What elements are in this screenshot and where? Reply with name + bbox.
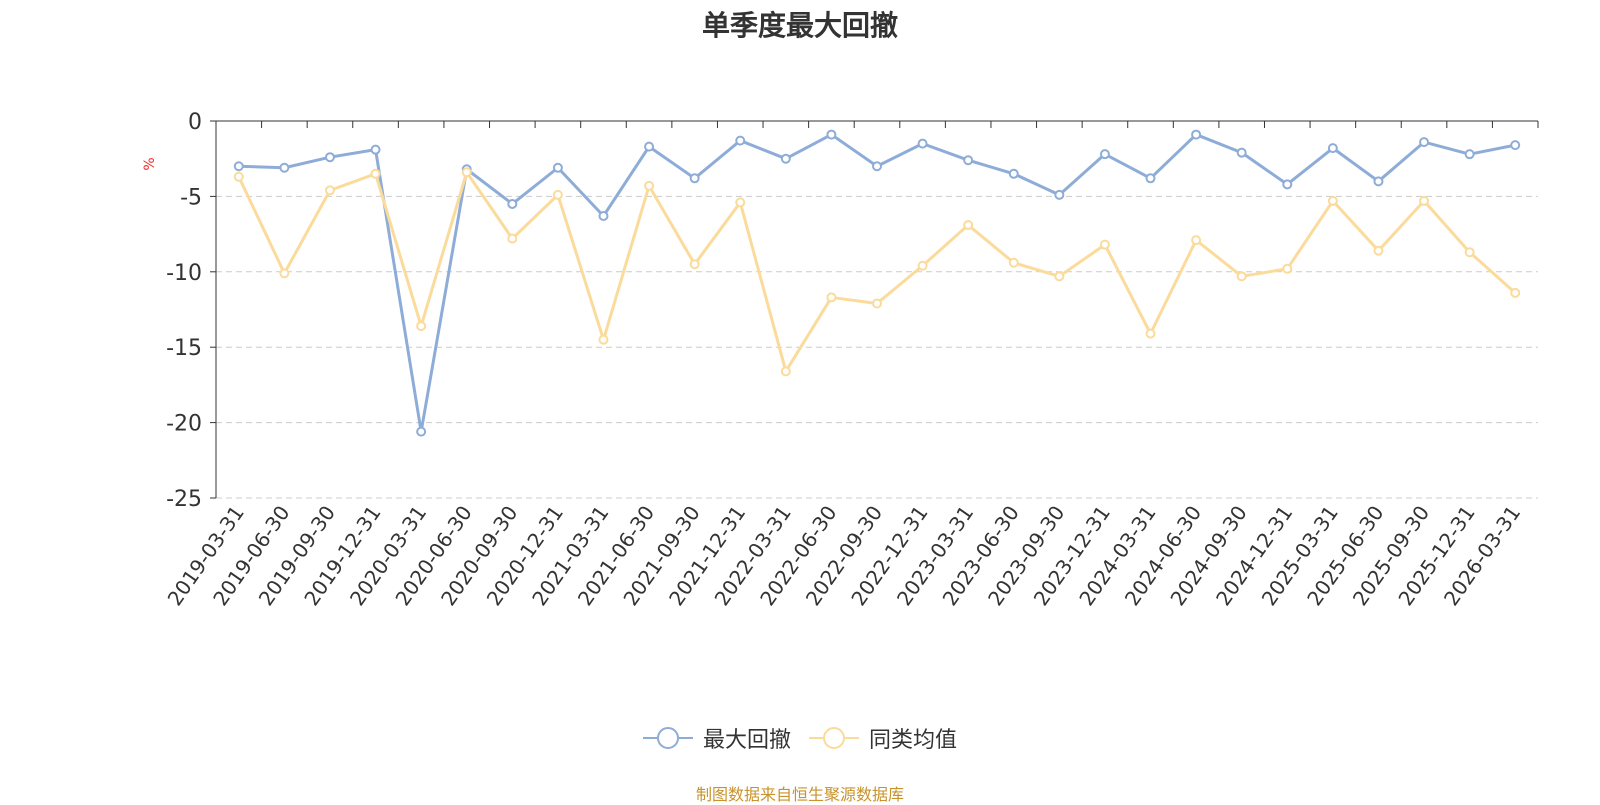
data-point[interactable] [1373, 176, 1384, 187]
y-tick-label: -10 [166, 261, 202, 286]
legend-symbol-icon [642, 727, 693, 749]
data-point[interactable] [1008, 168, 1019, 179]
data-point[interactable] [1327, 195, 1338, 206]
data-point[interactable] [735, 197, 746, 208]
data-point[interactable] [780, 366, 791, 377]
legend: 最大回撤 同类均值 [0, 722, 1600, 754]
data-point[interactable] [1145, 173, 1156, 184]
data-point[interactable] [1510, 140, 1521, 151]
data-point[interactable] [324, 152, 335, 163]
data-point[interactable] [1419, 195, 1430, 206]
data-point[interactable] [552, 162, 563, 173]
data-point[interactable] [1054, 189, 1065, 200]
data-point[interactable] [1373, 245, 1384, 256]
legend-symbol-icon [809, 727, 859, 749]
data-point[interactable] [826, 129, 837, 140]
legend-item-0[interactable]: 最大回撤 [642, 722, 791, 754]
data-point[interactable] [1145, 328, 1156, 339]
data-point[interactable] [598, 334, 609, 345]
data-point[interactable] [963, 155, 974, 166]
data-point[interactable] [1054, 271, 1065, 282]
legend-item-1[interactable]: 同类均值 [809, 722, 957, 754]
data-point[interactable] [644, 180, 655, 191]
chart-title: 单季度最大回撤 [701, 9, 898, 42]
data-point[interactable] [872, 298, 882, 309]
y-tick-label: -15 [166, 336, 202, 361]
data-point[interactable] [689, 259, 700, 270]
data-point[interactable] [1236, 271, 1247, 282]
data-point[interactable] [1099, 239, 1110, 250]
data-point[interactable] [1464, 149, 1475, 160]
data-point[interactable] [279, 268, 290, 279]
data-point[interactable] [780, 153, 791, 164]
data-point[interactable] [1236, 147, 1247, 158]
y-axis-unit-label: % [142, 157, 158, 170]
data-point[interactable] [872, 161, 882, 172]
legend-label: 同类均值 [869, 728, 958, 753]
data-point[interactable] [917, 138, 928, 149]
data-point[interactable] [233, 161, 244, 172]
grid-lines [216, 195, 1538, 499]
data-point[interactable] [689, 173, 700, 184]
data-point[interactable] [1099, 149, 1110, 160]
data-point[interactable] [1327, 143, 1338, 154]
y-tick-label: -25 [166, 487, 202, 512]
data-point[interactable] [1510, 287, 1521, 298]
y-tick-label: -20 [166, 412, 202, 437]
legend-label: 最大回撤 [702, 728, 791, 753]
series-layer [233, 129, 1521, 437]
data-point[interactable] [416, 426, 427, 437]
data-source-footer: 制图数据来自恒生聚源数据库 [695, 785, 904, 804]
data-point[interactable] [324, 185, 335, 196]
data-point[interactable] [963, 220, 974, 231]
data-point[interactable] [370, 168, 381, 179]
y-tick-label: -5 [180, 185, 202, 210]
data-point[interactable] [1008, 257, 1019, 268]
data-point[interactable] [917, 260, 928, 271]
data-point[interactable] [735, 135, 746, 146]
data-point[interactable] [644, 141, 655, 152]
data-point[interactable] [507, 198, 518, 209]
data-point[interactable] [1419, 137, 1430, 148]
data-point[interactable] [1191, 235, 1202, 246]
data-point[interactable] [1282, 179, 1293, 190]
data-point[interactable] [1191, 129, 1202, 140]
data-point[interactable] [1282, 263, 1293, 274]
data-point[interactable] [826, 292, 837, 303]
data-point[interactable] [1464, 247, 1475, 258]
data-point[interactable] [416, 321, 427, 332]
data-point[interactable] [279, 162, 290, 173]
data-point[interactable] [552, 189, 563, 200]
data-point[interactable] [461, 167, 472, 178]
data-point[interactable] [233, 171, 244, 182]
series-line-0 [238, 133, 1516, 434]
y-tick-label: 0 [188, 110, 202, 135]
data-point[interactable] [598, 211, 609, 222]
axes: 0-5-10-15-20-252019-03-312019-06-302019-… [163, 110, 1539, 610]
data-point[interactable] [370, 144, 381, 155]
data-point[interactable] [507, 233, 518, 244]
